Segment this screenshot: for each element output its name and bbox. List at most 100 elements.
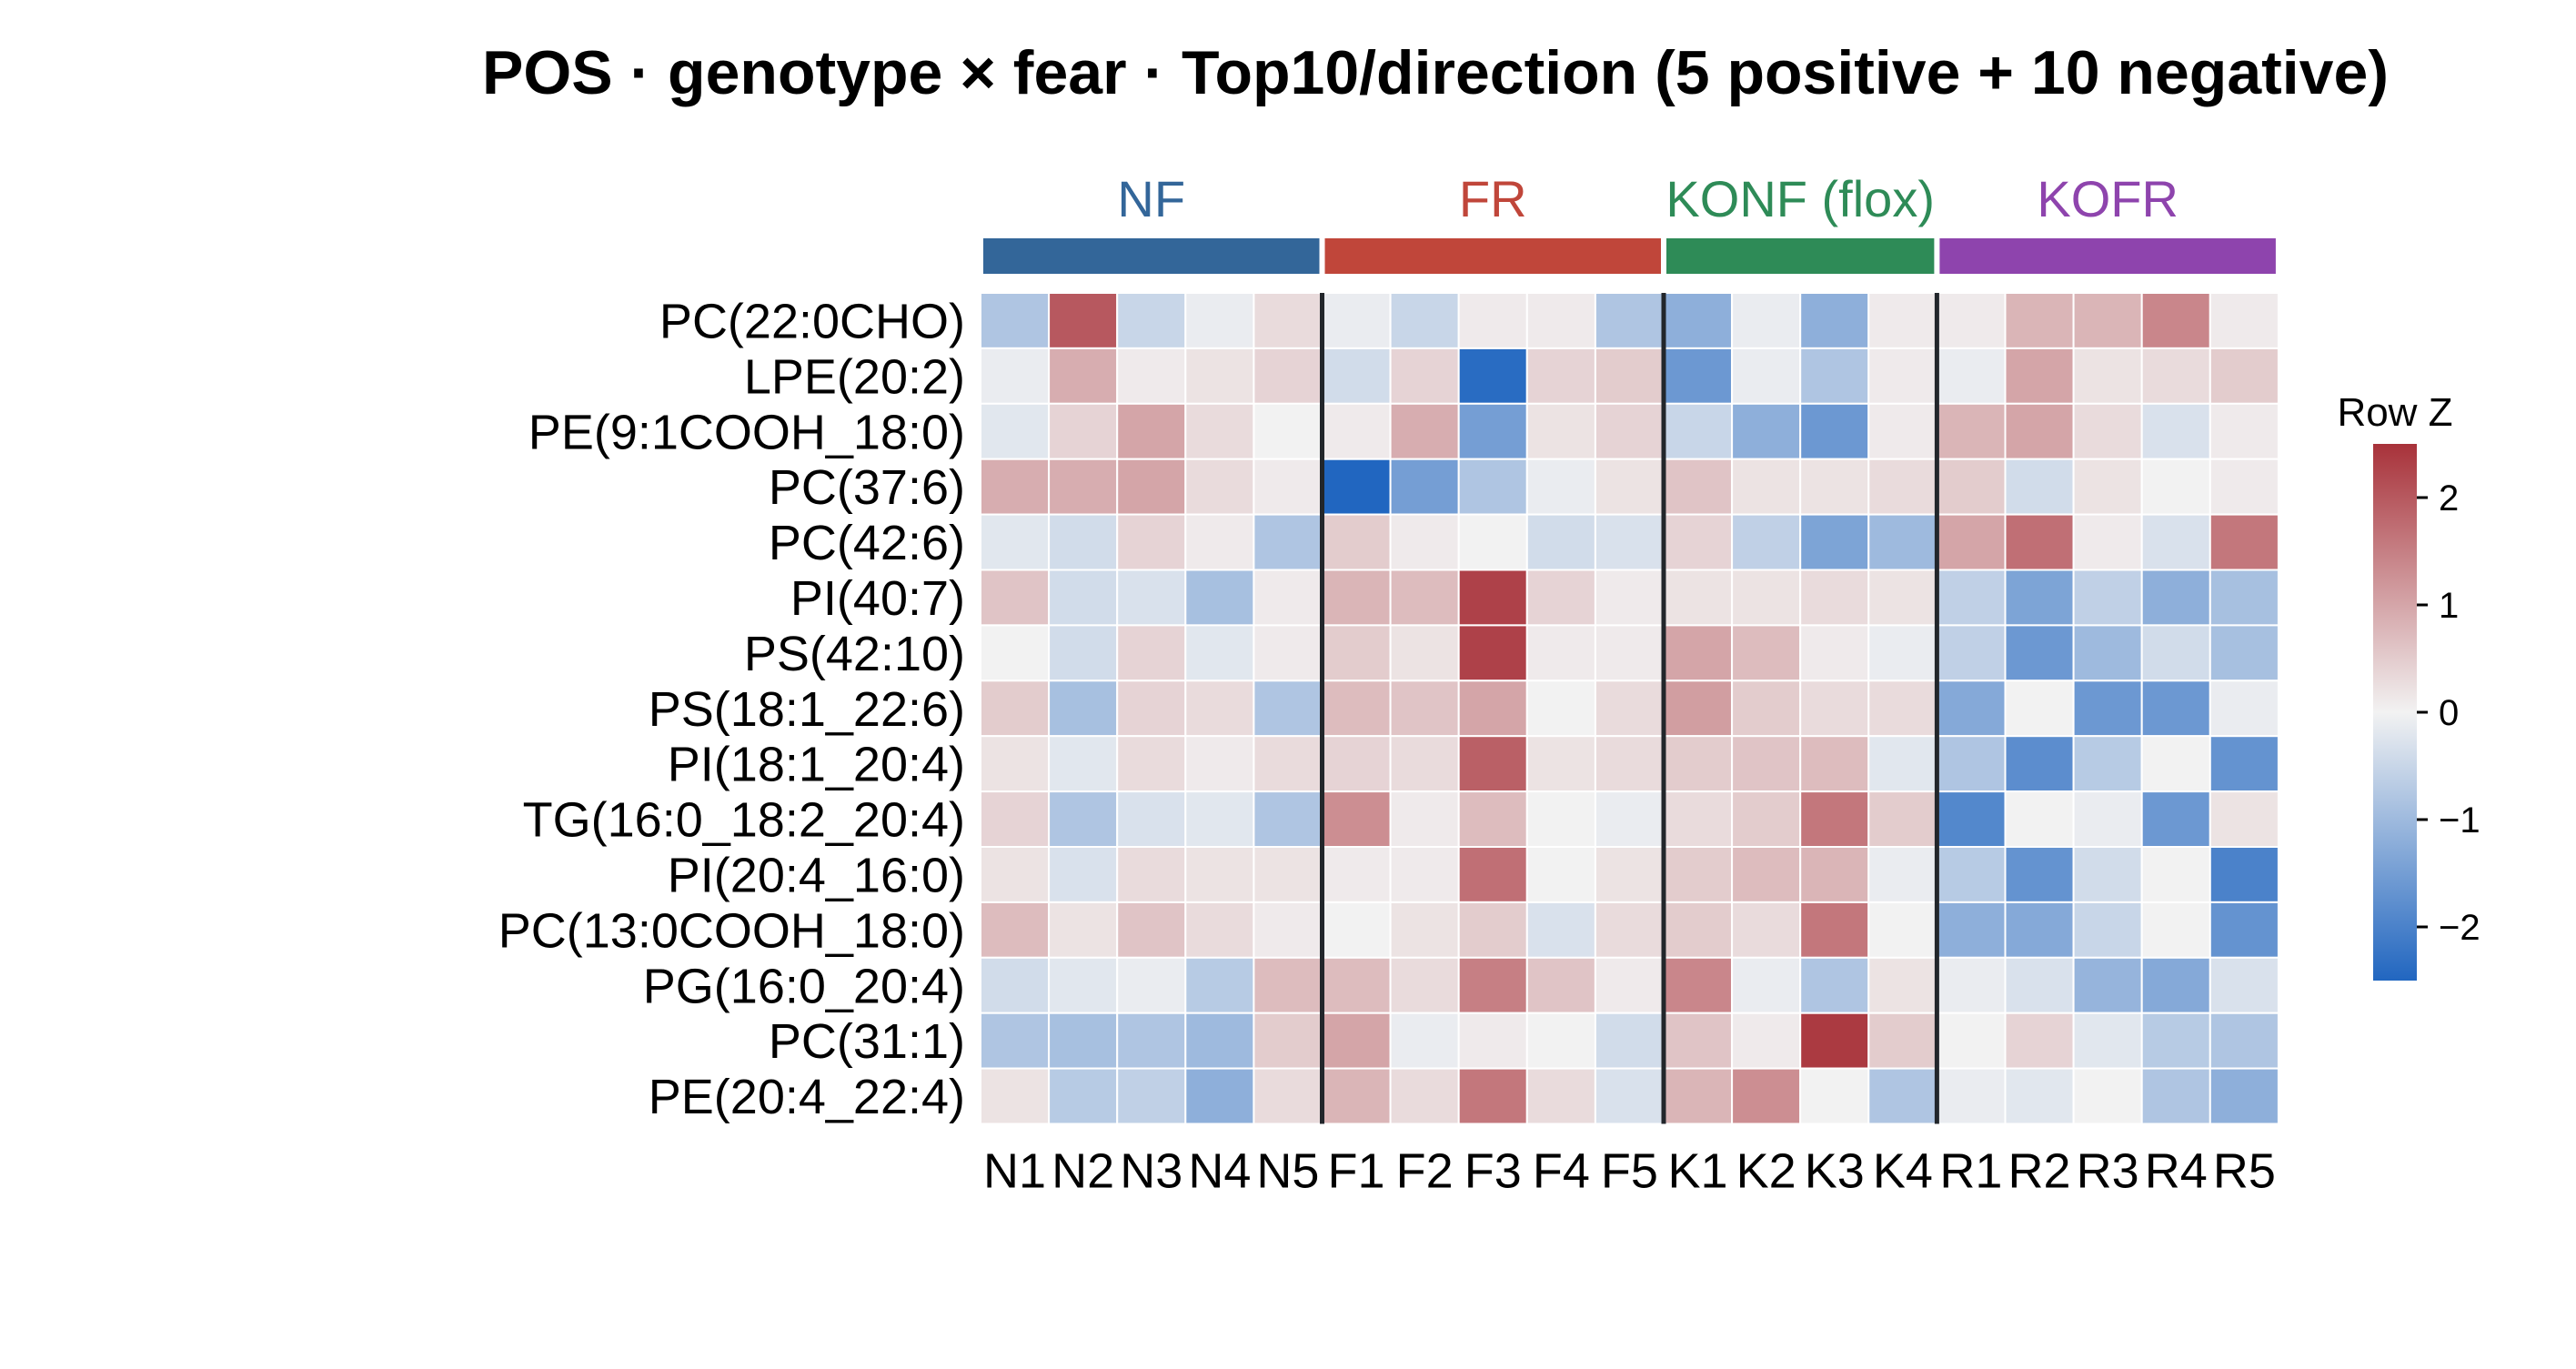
- column-label: F1: [1328, 1144, 1385, 1199]
- heatmap-cell: [980, 790, 1051, 848]
- heatmap-cell: [1867, 292, 1938, 349]
- heatmap-cell: [1457, 402, 1528, 460]
- row-label: TG(16:0_18:2_20:4): [523, 793, 965, 848]
- heatmap-cell: [2004, 458, 2075, 516]
- heatmap-cell: [1253, 790, 1323, 848]
- heatmap-cell: [1048, 1067, 1119, 1125]
- heatmap-cell: [1525, 1067, 1596, 1125]
- heatmap-cell: [980, 901, 1051, 959]
- heatmap-cell: [2004, 901, 2075, 959]
- heatmap-cell: [2004, 846, 2075, 903]
- heatmap-cell: [1116, 458, 1187, 516]
- heatmap-cell: [1253, 679, 1323, 738]
- heatmap-cell: [1799, 1012, 1870, 1070]
- heatmap-cell: [1389, 458, 1460, 516]
- heatmap-cell: [1048, 569, 1119, 627]
- heatmap-cell: [980, 1012, 1051, 1070]
- heatmap-cell: [2140, 735, 2211, 793]
- heatmap-cell: [2072, 292, 2143, 349]
- heatmap-cell: [1321, 1067, 1392, 1125]
- heatmap-cell: [2004, 402, 2075, 460]
- heatmap-cell: [1048, 735, 1119, 793]
- heatmap-cell: [1594, 569, 1665, 627]
- heatmap-cell: [1525, 292, 1596, 349]
- heatmap-cell: [1184, 624, 1255, 682]
- heatmap-cell: [2004, 569, 2075, 627]
- heatmap-cell: [1663, 735, 1734, 793]
- group-bar-kofr: [1939, 238, 2276, 274]
- heatmap-cell: [1321, 569, 1392, 627]
- heatmap-cell: [2004, 735, 2075, 793]
- heatmap-cell: [1048, 956, 1119, 1014]
- heatmap-cell: [1799, 458, 1870, 516]
- heatmap-cell: [1936, 956, 2007, 1014]
- heatmap-cell: [1457, 292, 1528, 349]
- heatmap-cell: [2209, 624, 2279, 682]
- heatmap-cell: [1936, 458, 2007, 516]
- column-label: K2: [1736, 1144, 1796, 1199]
- heatmap-cell: [1116, 513, 1187, 571]
- group-bar-nf: [983, 238, 1320, 274]
- heatmap-cell: [1389, 735, 1460, 793]
- heatmap-cell: [1116, 569, 1187, 627]
- heatmap-cell: [2140, 402, 2211, 460]
- heatmap-cell: [2072, 624, 2143, 682]
- chart-title: POS · genotype × fear · Top10/direction …: [482, 38, 2389, 107]
- heatmap-cell: [2140, 1012, 2211, 1070]
- heatmap-cell: [2072, 402, 2143, 460]
- heatmap-cell: [1663, 458, 1734, 516]
- column-label: R4: [2145, 1144, 2208, 1199]
- heatmap-cell: [1116, 402, 1187, 460]
- column-label: N2: [1052, 1144, 1114, 1199]
- heatmap-cell: [1867, 624, 1938, 682]
- column-label: F2: [1396, 1144, 1454, 1199]
- heatmap-cell: [1525, 569, 1596, 627]
- heatmap-cell: [2004, 679, 2075, 738]
- group-label: NF: [1117, 170, 1185, 227]
- heatmap-cell: [1321, 846, 1392, 903]
- column-label: N1: [983, 1144, 1046, 1199]
- heatmap-cell: [1663, 347, 1734, 405]
- column-label: F3: [1464, 1144, 1522, 1199]
- heatmap-cell: [1389, 956, 1460, 1014]
- column-label: R3: [2077, 1144, 2139, 1199]
- column-label: F4: [1533, 1144, 1590, 1199]
- heatmap-cell: [1594, 402, 1665, 460]
- heatmap-cell: [1799, 901, 1870, 959]
- heatmap-cell: [1457, 679, 1528, 738]
- heatmap-cell: [1457, 347, 1528, 405]
- heatmap-cell: [2209, 679, 2279, 738]
- heatmap-cell: [1936, 402, 2007, 460]
- heatmap-cell: [1321, 624, 1392, 682]
- heatmap-cell: [2140, 679, 2211, 738]
- heatmap-cell: [2140, 513, 2211, 571]
- heatmap-cell: [2140, 1067, 2211, 1125]
- heatmap-cell: [2209, 347, 2279, 405]
- heatmap-cell: [1116, 347, 1187, 405]
- row-label: PC(13:0COOH_18:0): [498, 903, 965, 958]
- heatmap-cell: [1457, 624, 1528, 682]
- heatmap-cell: [1936, 624, 2007, 682]
- heatmap-cell: [1731, 846, 1802, 903]
- heatmap-cell: [2140, 846, 2211, 903]
- heatmap-cell: [1253, 1012, 1323, 1070]
- heatmap-cell: [1594, 458, 1665, 516]
- heatmap-cell: [980, 735, 1051, 793]
- heatmap-cell: [2140, 458, 2211, 516]
- heatmap-cell: [1799, 513, 1870, 571]
- colorbar-tick-label: 0: [2439, 693, 2459, 733]
- heatmap-cell: [2072, 846, 2143, 903]
- row-label: PC(22:0CHO): [659, 294, 965, 348]
- heatmap-cell: [1321, 735, 1392, 793]
- column-label: R2: [2008, 1144, 2071, 1199]
- heatmap-cell: [1457, 901, 1528, 959]
- heatmap-cell: [1253, 1067, 1323, 1125]
- heatmap-cell: [1048, 347, 1119, 405]
- row-label: PI(20:4_16:0): [668, 848, 965, 902]
- group-label: KOFR: [2037, 170, 2179, 227]
- heatmap-cell: [1525, 735, 1596, 793]
- heatmap-cell: [1799, 402, 1870, 460]
- heatmap-cell: [1525, 458, 1596, 516]
- heatmap-cell: [1594, 1067, 1665, 1125]
